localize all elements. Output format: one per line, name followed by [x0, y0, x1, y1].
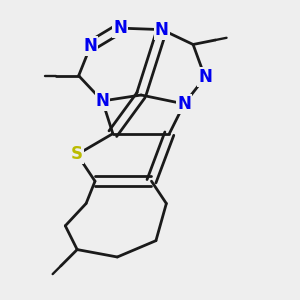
Text: N: N — [95, 92, 110, 110]
Text: S: S — [71, 146, 83, 164]
Text: N: N — [177, 95, 191, 113]
Text: N: N — [155, 21, 169, 39]
Text: N: N — [113, 19, 127, 37]
Text: N: N — [198, 68, 212, 86]
Text: N: N — [84, 37, 98, 55]
